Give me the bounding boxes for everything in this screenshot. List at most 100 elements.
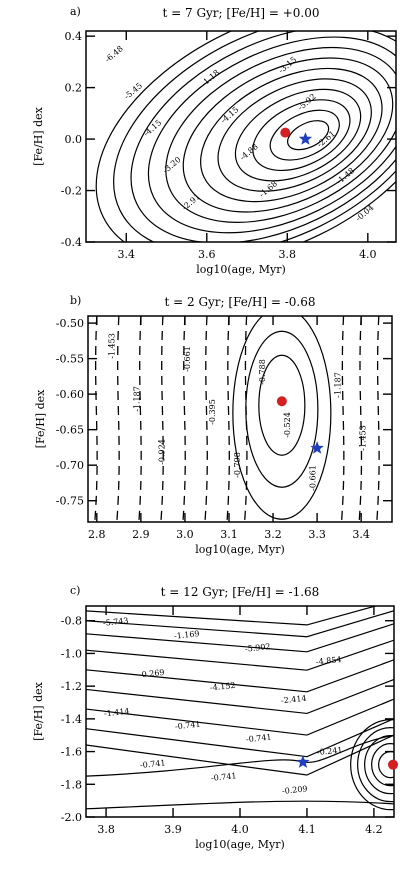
contour-line [86, 610, 394, 638]
contour-line [86, 623, 394, 653]
y-tick-label: -1.4 [61, 713, 82, 726]
contour-label: -0.241 [317, 745, 343, 757]
y-axis-label: [Fe/H] dex [32, 681, 45, 740]
y-tick-label: 0.4 [65, 30, 83, 43]
contour-plot-a: -6.48-5.45-4.15-3.20-2.91-1.18-4.15-4.88… [32, 5, 397, 276]
contour-line [86, 678, 394, 715]
contour-line [160, 316, 164, 522]
best-fit-marker [280, 127, 291, 138]
contour-line [94, 316, 98, 522]
contour-line [287, 120, 330, 151]
contour-line [86, 659, 394, 693]
contour-label: -0.269 [139, 668, 165, 680]
y-tick-label: -0.8 [61, 615, 82, 628]
contour-label: -0.661 [183, 346, 192, 372]
y-tick-label: -0.75 [56, 495, 84, 508]
x-tick-label: 2.8 [88, 528, 106, 541]
contour-line [86, 639, 394, 671]
contour-line [147, 36, 396, 234]
contour-line [245, 330, 319, 488]
contour-label: -3.20 [161, 155, 183, 175]
contour-line [340, 316, 345, 522]
x-axis-label: log10(age, Myr) [196, 263, 286, 276]
contour-line [130, 31, 396, 242]
contour-label: -0.04 [354, 203, 376, 223]
contour-label: -0.741 [175, 720, 201, 732]
contour-line [252, 99, 351, 172]
y-axis-label: [Fe/H] dex [32, 106, 45, 165]
contour-label: -5.743 [103, 616, 129, 628]
y-tick-label: 0.2 [65, 82, 83, 95]
contour-label: -4.15 [219, 105, 241, 125]
x-tick-label: 3.9 [164, 823, 182, 836]
contour-line [371, 743, 394, 787]
contour-label: -2.414 [281, 694, 307, 706]
contour-label: -0.741 [140, 758, 166, 770]
x-tick-label: 3.8 [97, 823, 115, 836]
x-tick-label: 3.3 [308, 528, 326, 541]
contour-plot-b: -1.453 -1.187 -0.924 -0.661 -0.395 -0.798 -0.7… [34, 294, 393, 556]
contour-line [226, 316, 230, 522]
contour-line [258, 354, 306, 456]
contour-line [269, 109, 340, 161]
contour-label: -0.741 [211, 771, 237, 783]
contour-label: -1.187 [333, 372, 342, 398]
contour-line [350, 719, 394, 811]
contour-label: -0.741 [246, 733, 272, 745]
contour-label: -1.48 [335, 166, 357, 186]
contour-line [232, 316, 332, 520]
contour-label: -0.524 [283, 412, 292, 438]
x-tick-label: 4.2 [365, 823, 383, 836]
chart-panel-a: -6.48 -5.45 -4.15 -3.20 -2.91 -1.18 -4.15 -4.88… [0, 0, 407, 290]
x-axis-label: log10(age, Myr) [195, 838, 285, 851]
x-tick-label: 3.2 [264, 528, 282, 541]
contour-label: -0.788 [258, 359, 267, 385]
y-axis-label: [Fe/H] dex [34, 389, 47, 448]
contour-line [86, 800, 394, 810]
contour-line [86, 606, 378, 626]
contour-label: -4.152 [210, 681, 236, 693]
chart-title: t = 2 Gyr; [Fe/H] = -0.68 [164, 295, 315, 309]
contour-line [358, 316, 363, 522]
plot-frame [85, 30, 397, 243]
contour-line [86, 718, 394, 758]
contour-label: -1.187 [133, 386, 142, 412]
x-tick-label: 3.1 [220, 528, 238, 541]
contour-label: -5.902 [245, 642, 271, 654]
contour-lines: -5.743 -1.169 -5.902 -4.854 -0.269 -4.152 -2.4… [86, 606, 394, 811]
contour-label: -5.92 [296, 92, 318, 112]
contour-line [357, 727, 394, 803]
contour-line [113, 31, 396, 242]
contour-label: -1.68 [258, 179, 280, 199]
true-value-star [298, 132, 313, 145]
y-tick-label: 0.0 [65, 133, 83, 146]
contour-label: -0.798 [233, 452, 242, 478]
contour-label: -0.209 [282, 784, 308, 796]
contour-label: -1.453 [358, 425, 367, 451]
contour-label: -0.924 [158, 439, 167, 465]
x-tick-label: 4.1 [298, 823, 316, 836]
contour-label: -2.91 [180, 192, 202, 212]
x-tick-label: 3.6 [198, 248, 216, 261]
best-fit-marker [388, 759, 398, 770]
chart-panel-b: -1.453 -1.187 -0.924 -0.661 -0.395 -0.798 -0.7… [0, 290, 407, 580]
contour-label: -3.15 [277, 55, 299, 75]
y-tick-label: -1.0 [61, 647, 82, 660]
contour-line [364, 735, 394, 795]
x-tick-label: 3.4 [352, 528, 370, 541]
x-tick-label: 4.0 [231, 823, 249, 836]
x-tick-label: 4.0 [359, 248, 377, 261]
contour-line [138, 316, 142, 522]
contour-line [376, 316, 380, 522]
x-tick-label: 2.9 [132, 528, 150, 541]
true-value-star [310, 441, 324, 454]
x-tick-label: 3.0 [176, 528, 194, 541]
contour-line [86, 734, 394, 776]
true-value-star [296, 755, 310, 768]
x-tick-label: 3.8 [279, 248, 297, 261]
chart-panel-c: -5.743 -1.169 -5.902 -4.854 -0.269 -4.152 -2.4… [0, 580, 407, 872]
y-tick-label: -0.2 [61, 185, 82, 198]
contour-lines: -6.48-5.45-4.15-3.20-2.91-1.18-4.15-4.88… [95, 31, 396, 242]
x-axis-label: log10(age, Myr) [195, 543, 285, 556]
contour-label: -0.395 [208, 399, 217, 425]
